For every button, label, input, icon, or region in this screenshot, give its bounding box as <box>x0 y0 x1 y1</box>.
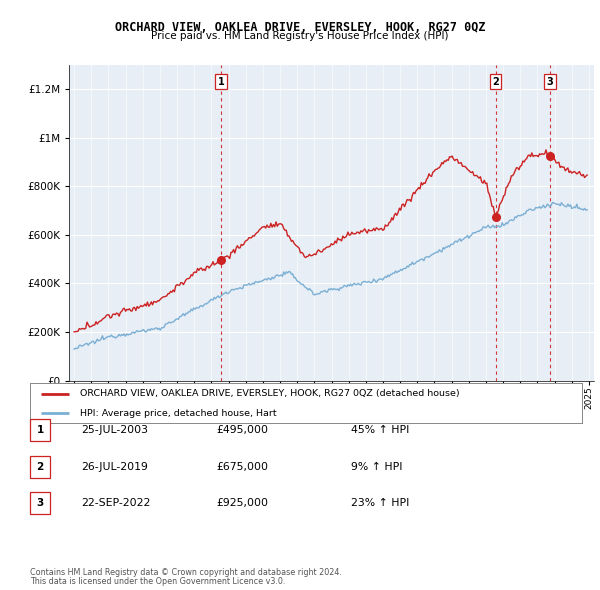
Text: 9% ↑ HPI: 9% ↑ HPI <box>351 462 403 471</box>
Text: £925,000: £925,000 <box>216 499 268 508</box>
Text: 25-JUL-2003: 25-JUL-2003 <box>81 425 148 435</box>
Text: Contains HM Land Registry data © Crown copyright and database right 2024.: Contains HM Land Registry data © Crown c… <box>30 568 342 577</box>
Text: £675,000: £675,000 <box>216 462 268 471</box>
Text: 26-JUL-2019: 26-JUL-2019 <box>81 462 148 471</box>
Text: 22-SEP-2022: 22-SEP-2022 <box>81 499 151 508</box>
Text: £495,000: £495,000 <box>216 425 268 435</box>
Text: 2: 2 <box>37 462 44 471</box>
Text: Price paid vs. HM Land Registry's House Price Index (HPI): Price paid vs. HM Land Registry's House … <box>151 31 449 41</box>
Text: HPI: Average price, detached house, Hart: HPI: Average price, detached house, Hart <box>80 408 277 418</box>
Text: ORCHARD VIEW, OAKLEA DRIVE, EVERSLEY, HOOK, RG27 0QZ: ORCHARD VIEW, OAKLEA DRIVE, EVERSLEY, HO… <box>115 21 485 34</box>
FancyBboxPatch shape <box>30 492 50 514</box>
Text: 1: 1 <box>37 425 44 435</box>
Text: 45% ↑ HPI: 45% ↑ HPI <box>351 425 409 435</box>
FancyBboxPatch shape <box>30 455 50 478</box>
FancyBboxPatch shape <box>30 419 50 441</box>
Text: This data is licensed under the Open Government Licence v3.0.: This data is licensed under the Open Gov… <box>30 577 286 586</box>
Text: 2: 2 <box>492 77 499 87</box>
Text: 3: 3 <box>547 77 553 87</box>
Text: 3: 3 <box>37 499 44 508</box>
Text: 23% ↑ HPI: 23% ↑ HPI <box>351 499 409 508</box>
Text: ORCHARD VIEW, OAKLEA DRIVE, EVERSLEY, HOOK, RG27 0QZ (detached house): ORCHARD VIEW, OAKLEA DRIVE, EVERSLEY, HO… <box>80 389 460 398</box>
Text: 1: 1 <box>218 77 224 87</box>
